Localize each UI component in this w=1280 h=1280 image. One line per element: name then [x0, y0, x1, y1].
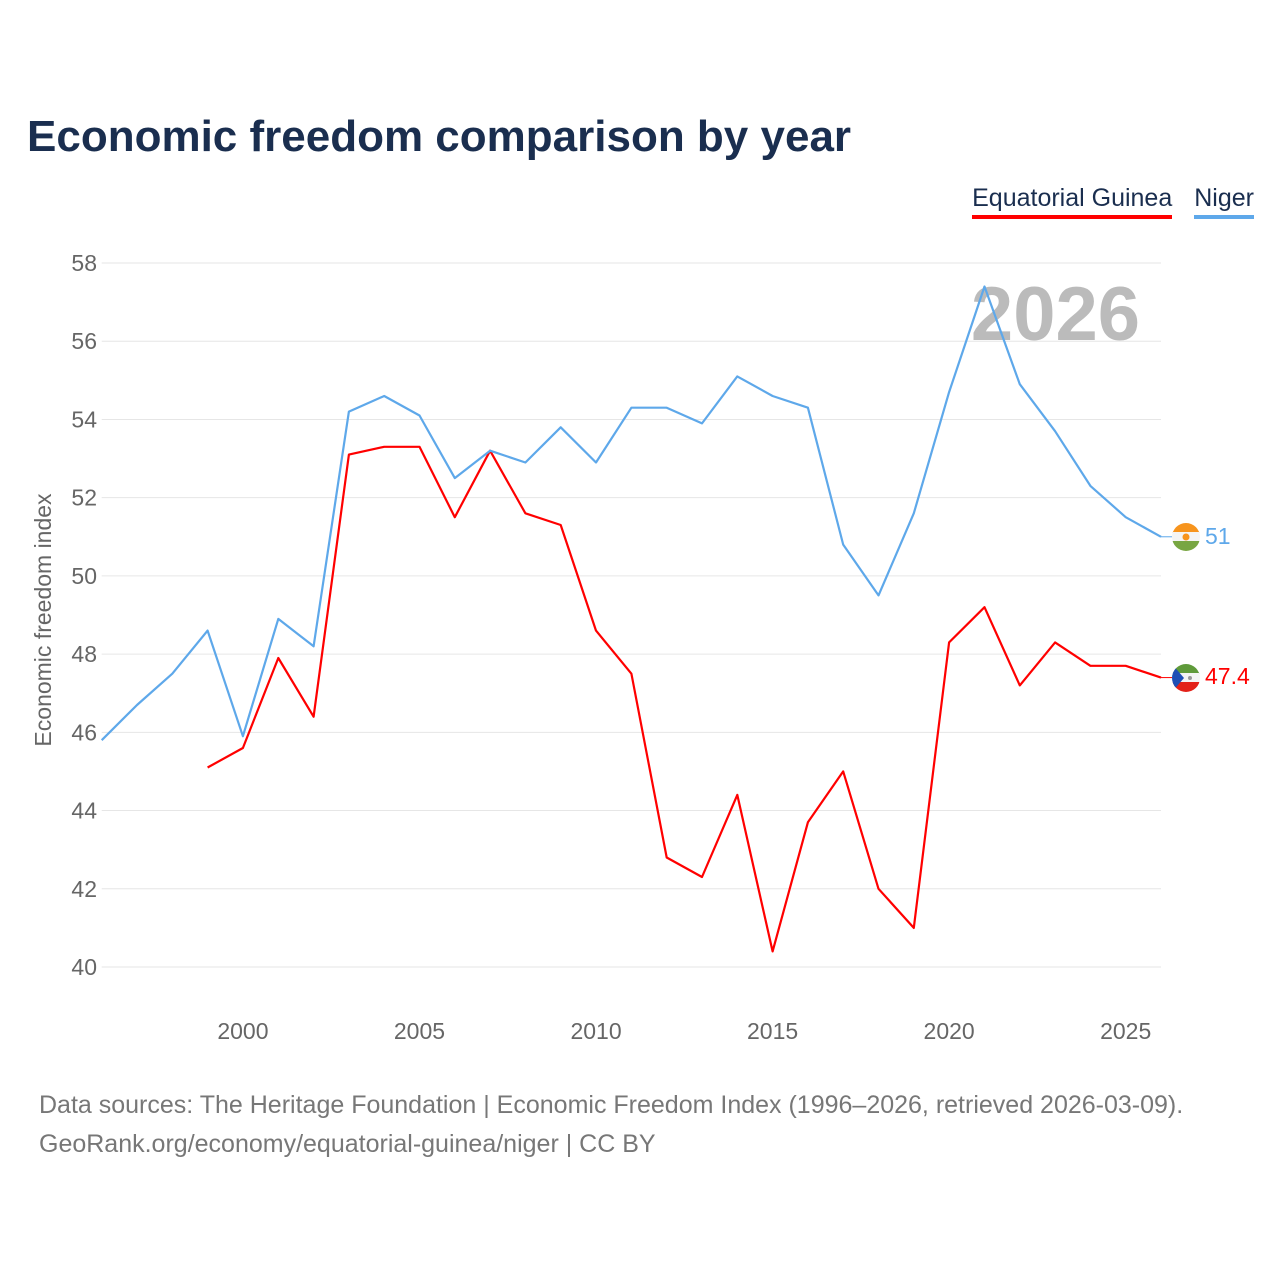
y-axis-label: Economic freedom index [30, 493, 56, 747]
y-tick-label: 42 [71, 876, 97, 902]
legend-item-niger[interactable]: Niger [1194, 184, 1254, 219]
x-tick-label: 2015 [747, 1018, 798, 1044]
equatorial-guinea-flag-icon [1172, 664, 1200, 692]
chart-title: Economic freedom comparison by year [27, 112, 852, 161]
series-line-niger[interactable] [100, 285, 1162, 741]
series-line-equatorial-guinea[interactable] [207, 445, 1162, 953]
x-tick-label: 2000 [217, 1018, 268, 1044]
source-line-1: Data sources: The Heritage Foundation | … [39, 1091, 1184, 1119]
end-label-equatorial-guinea: 47.4 [1205, 663, 1250, 689]
y-tick-label: 48 [71, 641, 97, 667]
y-tick-label: 58 [71, 250, 97, 276]
x-tick-label: 2005 [394, 1018, 445, 1044]
source-line-2[interactable]: GeoRank.org/economy/equatorial-guinea/ni… [39, 1130, 656, 1158]
y-tick-label: 54 [71, 406, 97, 432]
source-note: Data sources: The Heritage Foundation | … [39, 1086, 1183, 1164]
y-tick-label: 40 [71, 954, 97, 980]
niger-flag-icon [1172, 523, 1200, 551]
y-tick-label: 46 [71, 719, 97, 745]
y-tick-label: 52 [71, 485, 97, 511]
x-tick-label: 2010 [570, 1018, 621, 1044]
x-tick-label: 2025 [1100, 1018, 1151, 1044]
year-watermark: 2026 [971, 272, 1140, 357]
y-tick-label: 56 [71, 328, 97, 354]
y-tick-label: 50 [71, 563, 97, 589]
x-tick-label: 2020 [924, 1018, 975, 1044]
legend: Equatorial Guinea Niger [972, 184, 1254, 219]
legend-item-equatorial-guinea[interactable]: Equatorial Guinea [972, 184, 1173, 219]
end-label-niger: 51 [1205, 523, 1231, 549]
y-tick-label: 44 [71, 798, 97, 824]
